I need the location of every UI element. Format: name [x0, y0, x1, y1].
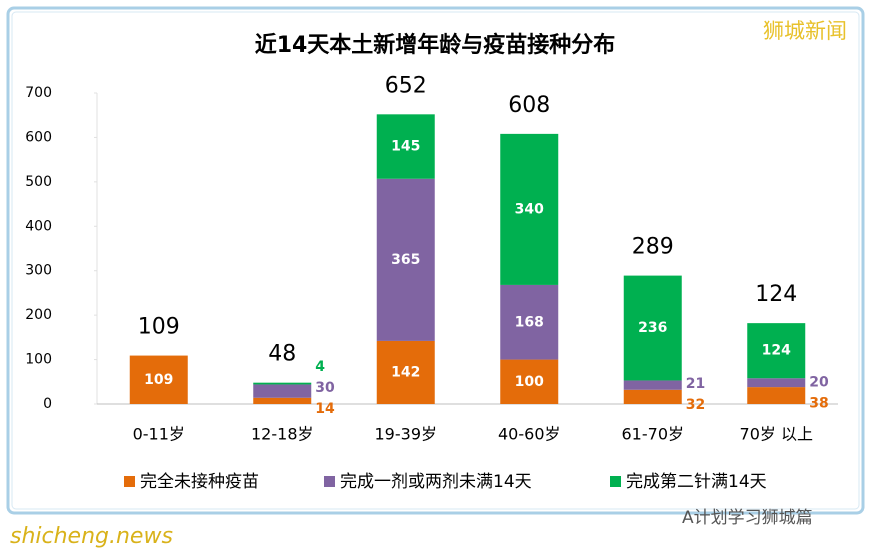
- x-tick-label: 0-11岁: [133, 425, 185, 444]
- data-label: 340: [515, 201, 544, 217]
- data-label: 38: [809, 396, 828, 412]
- frame-inner: [11, 11, 860, 510]
- bar-segment: [253, 382, 312, 385]
- total-label: 124: [755, 282, 797, 307]
- legend-swatch: [610, 476, 621, 487]
- bar-segment: [253, 397, 312, 404]
- y-tick-label: 300: [25, 263, 52, 279]
- bar-segment: [747, 387, 806, 404]
- total-label: 608: [508, 93, 550, 118]
- bar-segment: [500, 284, 559, 360]
- data-label: 168: [515, 314, 544, 330]
- bar-segment: [747, 378, 806, 388]
- data-label: 142: [391, 364, 420, 380]
- data-label: 236: [638, 320, 667, 336]
- x-tick-label: 40-60岁: [498, 425, 561, 444]
- total-label: 48: [268, 342, 296, 367]
- total-label: 109: [138, 315, 180, 340]
- total-label: 289: [632, 235, 674, 260]
- watermark: 狮城新闻: [763, 19, 847, 43]
- legend-label: 完成第二针满14天: [626, 472, 767, 492]
- data-label: 100: [515, 374, 544, 390]
- legend-swatch: [124, 476, 135, 487]
- data-label: 145: [391, 139, 420, 155]
- watermark: A计划学习狮城篇: [682, 508, 813, 528]
- x-tick-label: 61-70岁: [622, 425, 685, 444]
- x-tick-label: 12-18岁: [251, 425, 314, 444]
- bar-segment: [623, 389, 682, 404]
- bar-segment: [747, 323, 806, 379]
- bar-segment: [500, 359, 559, 404]
- x-tick-label: 70岁 以上: [740, 425, 813, 444]
- legend-swatch: [324, 476, 335, 487]
- y-tick-label: 700: [25, 85, 52, 101]
- y-tick-label: 0: [43, 396, 52, 412]
- total-label: 652: [385, 73, 427, 98]
- data-label: 32: [686, 397, 705, 413]
- data-label: 30: [315, 380, 335, 396]
- legend-label: 完全未接种疫苗: [140, 472, 259, 492]
- data-label: 124: [762, 343, 791, 359]
- bar-segment: [500, 133, 559, 285]
- data-label: 365: [391, 252, 420, 268]
- data-label: 21: [686, 376, 705, 392]
- chart-title: 近14天本土新增年龄与疫苗接种分布: [255, 32, 616, 58]
- data-label: 4: [315, 359, 325, 375]
- y-tick-label: 100: [25, 352, 52, 368]
- y-tick-label: 500: [25, 174, 52, 190]
- y-tick-label: 600: [25, 129, 52, 145]
- watermark: shicheng.news: [10, 524, 173, 549]
- x-tick-label: 19-39岁: [375, 425, 438, 444]
- data-label: 14: [315, 401, 335, 417]
- y-tick-label: 400: [25, 218, 52, 234]
- bar-segment: [623, 275, 682, 381]
- bar-segment: [253, 384, 312, 398]
- bar-segment: [623, 380, 682, 390]
- data-label: 20: [809, 375, 829, 391]
- legend-label: 完成一剂或两剂未满14天: [340, 472, 532, 492]
- bar-segment: [376, 340, 435, 404]
- data-label: 109: [144, 372, 173, 388]
- bar-segment: [376, 178, 435, 341]
- bar-segment: [376, 114, 435, 179]
- bar-segment: [129, 355, 188, 404]
- y-tick-label: 200: [25, 307, 52, 323]
